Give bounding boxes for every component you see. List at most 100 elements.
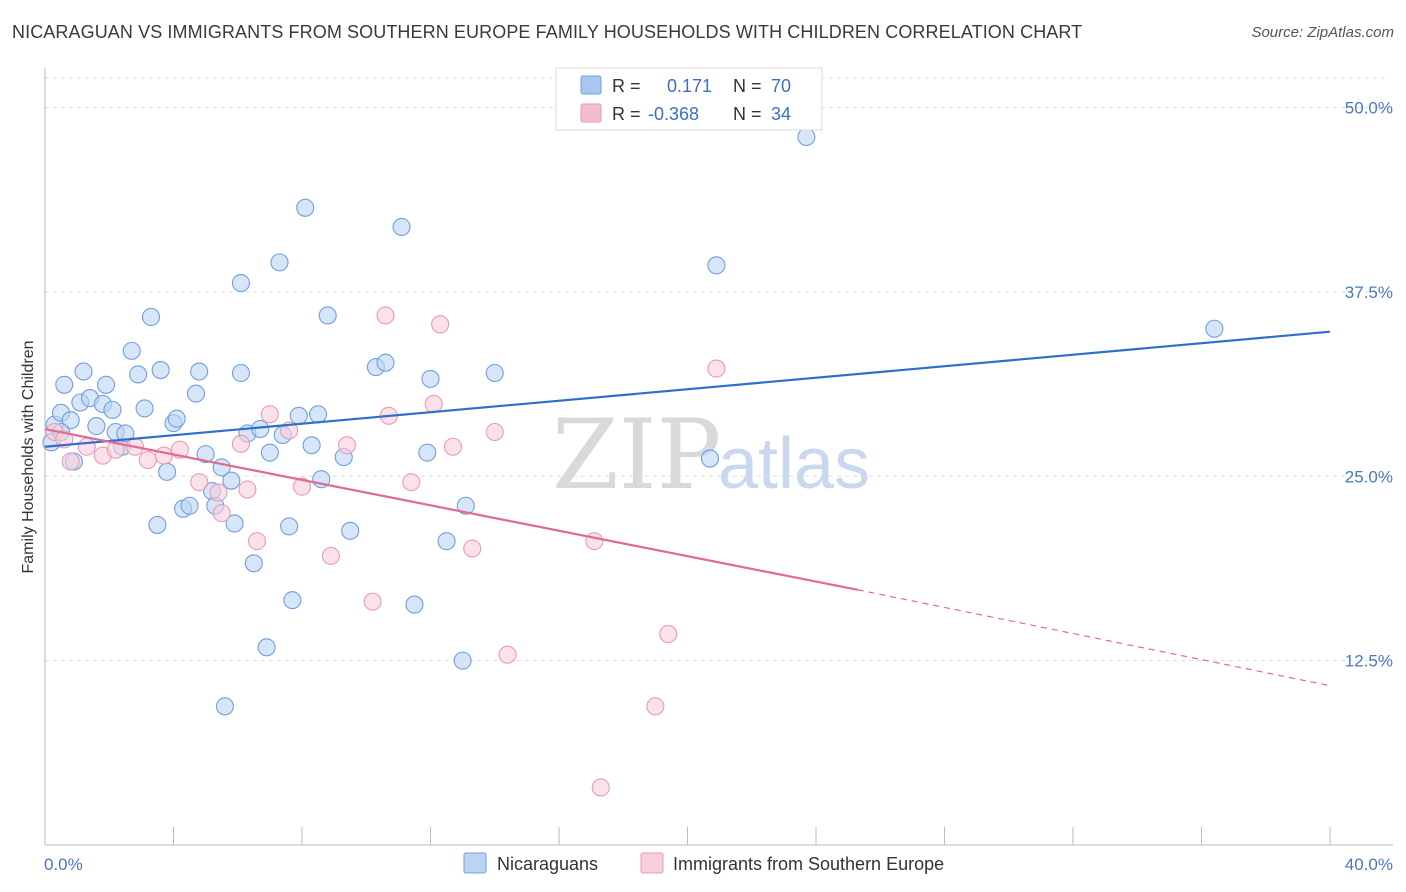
bottom-legend-nicaraguans: Nicaraguans xyxy=(497,854,598,874)
legend-swatch-southern-europe xyxy=(580,103,602,123)
point-nicaraguans xyxy=(797,127,816,147)
point-nicaraguans xyxy=(270,253,289,272)
point-southern-europe xyxy=(707,359,726,378)
point-nicaraguans xyxy=(418,443,437,462)
point-nicaraguans xyxy=(302,436,321,455)
point-nicaraguans xyxy=(283,591,302,610)
point-nicaraguans xyxy=(257,638,276,657)
point-southern-europe xyxy=(659,625,678,644)
point-nicaraguans xyxy=(167,409,186,428)
point-southern-europe xyxy=(402,473,421,492)
point-nicaraguans xyxy=(55,375,74,394)
y-tick-labels: 12.5% 25.0% 37.5% 50.0% xyxy=(1345,99,1393,671)
bottom-legend-swatch-southern-europe xyxy=(640,852,664,874)
point-southern-europe xyxy=(238,480,257,499)
point-southern-europe xyxy=(463,539,482,558)
point-southern-europe xyxy=(498,645,517,664)
point-southern-europe xyxy=(321,546,340,565)
point-nicaraguans xyxy=(158,462,177,481)
watermark-zip: ZIP xyxy=(552,399,721,511)
point-nicaraguans xyxy=(135,399,154,418)
source-label: Source: ZipAtlas.com xyxy=(1251,24,1394,41)
point-southern-europe xyxy=(591,778,610,797)
point-nicaraguans xyxy=(405,595,424,614)
watermark-atlas: atlas xyxy=(718,424,870,504)
point-southern-europe xyxy=(337,436,357,455)
legend-n-label-2: N = xyxy=(733,104,762,124)
point-nicaraguans xyxy=(225,514,244,533)
point-nicaraguans xyxy=(289,406,308,425)
point-southern-europe xyxy=(260,405,279,424)
axes xyxy=(44,68,1393,846)
x-tick-label: 40.0% xyxy=(1345,855,1393,874)
point-nicaraguans xyxy=(244,554,263,573)
point-nicaraguans xyxy=(318,306,337,325)
point-nicaraguans xyxy=(231,363,251,383)
point-southern-europe xyxy=(190,473,209,492)
point-southern-europe xyxy=(431,315,450,334)
point-nicaraguans xyxy=(96,375,116,394)
point-nicaraguans xyxy=(148,515,167,534)
legend-swatch-nicaraguans xyxy=(580,75,602,95)
point-nicaraguans xyxy=(141,307,161,327)
point-southern-europe xyxy=(585,532,604,551)
point-nicaraguans xyxy=(215,697,234,716)
point-southern-europe xyxy=(209,483,228,502)
point-nicaraguans xyxy=(1205,319,1224,338)
legend-r-label-2: R = xyxy=(612,104,641,124)
y-axis-label: Family Households with Children xyxy=(20,341,37,574)
point-nicaraguans xyxy=(453,651,472,670)
trend-line-southern-europe-extension xyxy=(857,589,1331,687)
point-southern-europe xyxy=(646,697,665,716)
point-southern-europe xyxy=(485,422,504,442)
point-nicaraguans xyxy=(87,417,106,436)
series-legend: Nicaraguans Immigrants from Southern Eur… xyxy=(463,852,944,874)
legend-n-value-2: 34 xyxy=(771,104,791,124)
point-southern-europe xyxy=(443,437,463,456)
point-nicaraguans xyxy=(485,363,504,383)
legend-r-value-2: -0.368 xyxy=(648,104,699,124)
point-nicaraguans xyxy=(707,256,726,275)
point-nicaraguans xyxy=(456,496,475,515)
point-nicaraguans xyxy=(180,496,199,515)
point-southern-europe xyxy=(247,532,267,551)
scatter-points xyxy=(42,127,1224,797)
point-nicaraguans xyxy=(151,360,170,380)
point-nicaraguans xyxy=(186,384,206,403)
point-southern-europe xyxy=(154,446,173,465)
point-southern-europe xyxy=(231,434,251,453)
point-nicaraguans xyxy=(74,362,93,381)
point-nicaraguans xyxy=(341,521,360,540)
trend-lines xyxy=(44,330,1331,687)
point-nicaraguans xyxy=(116,424,135,443)
point-nicaraguans xyxy=(196,445,215,464)
point-southern-europe xyxy=(424,394,443,414)
y-tick-label: 50.0% xyxy=(1345,99,1393,118)
point-nicaraguans xyxy=(280,517,299,536)
legend-n-value-1: 70 xyxy=(771,76,791,96)
point-nicaraguans xyxy=(392,217,411,237)
point-southern-europe xyxy=(376,306,395,325)
point-nicaraguans xyxy=(437,532,456,551)
point-nicaraguans xyxy=(222,471,241,490)
point-southern-europe xyxy=(212,504,231,523)
point-nicaraguans xyxy=(700,449,720,468)
trend-line-southern-europe xyxy=(44,427,858,591)
chart-title: NICARAGUAN VS IMMIGRANTS FROM SOUTHERN E… xyxy=(12,22,1083,42)
bottom-legend-swatch-nicaraguans xyxy=(463,852,487,874)
point-nicaraguans xyxy=(309,405,328,424)
point-nicaraguans xyxy=(376,353,395,372)
point-nicaraguans xyxy=(122,341,141,360)
point-nicaraguans xyxy=(190,362,209,381)
y-tick-label: 37.5% xyxy=(1345,283,1393,302)
point-nicaraguans xyxy=(61,411,80,430)
point-nicaraguans xyxy=(296,198,315,217)
point-nicaraguans xyxy=(260,443,279,462)
point-nicaraguans xyxy=(231,273,251,293)
point-nicaraguans xyxy=(421,369,440,388)
point-southern-europe xyxy=(363,592,382,611)
x-tick-label: 0.0% xyxy=(44,855,83,874)
watermark: ZIP atlas xyxy=(552,399,870,511)
point-southern-europe xyxy=(77,437,96,456)
